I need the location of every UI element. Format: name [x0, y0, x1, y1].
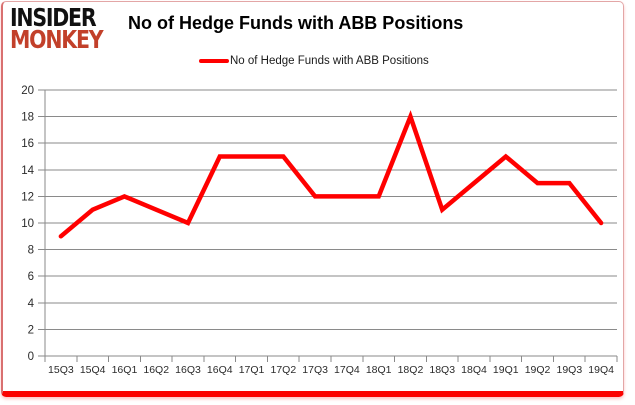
y-tick-label: 8 [28, 245, 34, 257]
x-tick-label: 18Q4 [461, 364, 487, 376]
x-tick-label: 17Q1 [239, 364, 265, 376]
legend-line-marker [199, 59, 229, 63]
logo-text-monkey: MONKEY [10, 25, 104, 54]
y-tick-label: 20 [21, 85, 34, 97]
x-tick-label: 16Q2 [143, 364, 169, 376]
page-title: No of Hedge Funds with ABB Positions [128, 13, 464, 33]
y-tick-label: 12 [21, 191, 34, 203]
x-tick-label: 16Q4 [207, 364, 233, 376]
x-tick-label: 17Q2 [270, 364, 296, 376]
logo-text-insider: INSIDER [10, 3, 97, 32]
y-tick-label: 4 [28, 298, 35, 310]
insider-monkey-logo: INSIDER MONKEY [10, 3, 104, 54]
x-tick-label: 16Q1 [112, 364, 138, 376]
y-tick-label: 14 [21, 165, 34, 177]
y-tick-label: 6 [28, 271, 34, 283]
x-tick-label: 15Q3 [48, 364, 74, 376]
x-tick-label: 17Q3 [302, 364, 328, 376]
x-tick-label: 19Q4 [588, 364, 614, 376]
x-tick-label: 18Q3 [429, 364, 455, 376]
legend: No of Hedge Funds with ABB Positions [199, 55, 429, 67]
legend-label: No of Hedge Funds with ABB Positions [230, 55, 429, 67]
y-tick-label: 2 [28, 324, 34, 336]
x-tick-label: 16Q3 [175, 364, 201, 376]
data-line [58, 110, 604, 239]
x-tick-label: 19Q3 [556, 364, 582, 376]
x-tick-label: 18Q1 [366, 364, 392, 376]
x-tick-label: 19Q2 [525, 364, 551, 376]
y-tick-label: 16 [21, 138, 34, 150]
y-tick-label: 0 [28, 351, 34, 363]
y-tick-label: 18 [21, 112, 34, 124]
x-tick-label: 19Q1 [493, 364, 519, 376]
x-tick-label: 15Q4 [80, 364, 106, 376]
x-tick-label: 18Q2 [398, 364, 424, 376]
y-tick-label: 10 [21, 218, 34, 230]
x-tick-label: 17Q4 [334, 364, 360, 376]
